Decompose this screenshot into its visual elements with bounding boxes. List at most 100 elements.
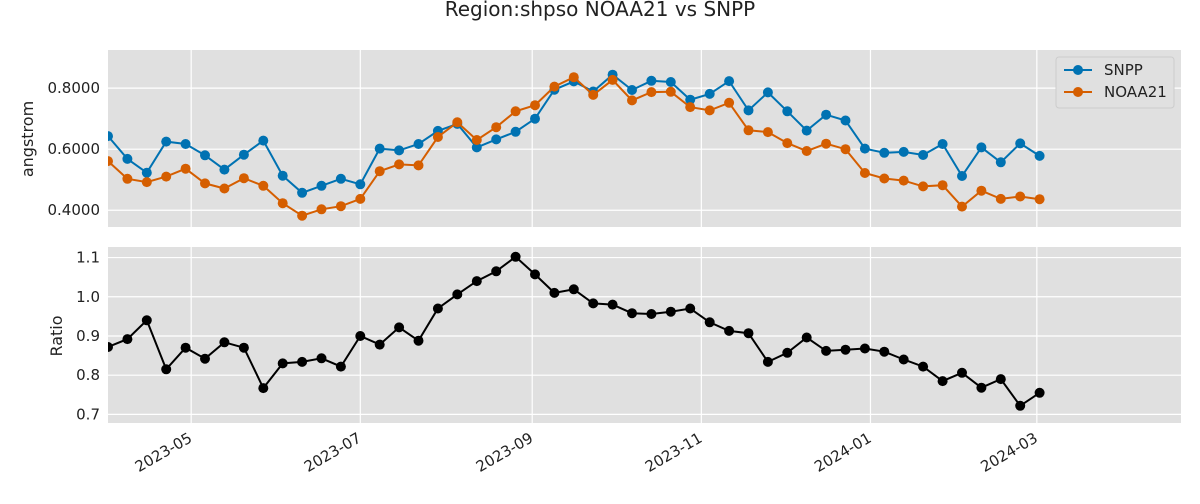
angstrom-data-point xyxy=(108,131,113,142)
ratio-data-point xyxy=(432,303,443,314)
angstrom-series xyxy=(108,69,1045,221)
ratio-data-point xyxy=(685,303,696,314)
ratio-data-point xyxy=(801,332,812,343)
angstrom-grid xyxy=(108,50,1181,227)
ratio-y-axis-label: Ratio xyxy=(47,315,66,356)
angstrom-data-point xyxy=(704,88,715,99)
ratio-data-point xyxy=(859,343,870,354)
ratio-data-point xyxy=(108,342,113,352)
ratio-data-point xyxy=(277,358,288,369)
angstrom-data-point xyxy=(957,171,967,181)
angstrom-data-point xyxy=(879,173,890,184)
ratio-y-tick-label: 1.0 xyxy=(76,288,100,306)
angstrom-data-point xyxy=(238,173,249,184)
angstrom-data-point xyxy=(510,106,521,117)
angstrom-data-point xyxy=(491,122,502,133)
ratio-data-point xyxy=(161,364,172,375)
angstrom-data-point xyxy=(1034,150,1045,161)
angstrom-data-point xyxy=(1034,194,1045,205)
angstrom-data-point xyxy=(219,164,230,175)
x-axis-ticks: 2023-05 2023-07 2023-09 2023-11 2024-01 2024-… xyxy=(132,429,1041,476)
ratio-data-point xyxy=(568,284,579,295)
legend-snpp-marker xyxy=(1073,65,1083,75)
legend-noaa21-label: NOAA21 xyxy=(1104,83,1167,101)
angstrom-data-point xyxy=(685,102,696,113)
angstrom-data-point xyxy=(122,153,133,164)
angstrom-data-point xyxy=(161,136,172,147)
angstrom-data-point xyxy=(840,144,851,155)
angstrom-data-point xyxy=(374,166,385,177)
angstrom-data-point xyxy=(413,160,424,171)
ratio-data-point xyxy=(141,315,152,326)
angstrom-data-point xyxy=(627,85,637,95)
ratio-data-point xyxy=(219,337,230,348)
angstrom-data-point xyxy=(646,87,657,98)
ratio-data-point xyxy=(879,346,890,357)
angstrom-data-point xyxy=(898,146,909,157)
ratio-data-point xyxy=(374,339,385,350)
ratio-data-point xyxy=(549,287,560,298)
angstrom-data-point xyxy=(879,147,890,158)
angstrom-data-point xyxy=(452,117,463,128)
ratio-data-point xyxy=(297,356,308,367)
ratio-data-point xyxy=(782,347,793,358)
ratio-data-point xyxy=(1015,400,1026,411)
ratio-data-point xyxy=(413,335,424,346)
ratio-plot-area xyxy=(108,247,1181,423)
ratio-y-tick-label: 0.9 xyxy=(76,327,100,345)
angstrom-data-point xyxy=(413,139,424,149)
angstrom-data-point xyxy=(898,175,909,186)
ratio-y-ticks: 0.7 0.8 0.9 1.0 1.1 xyxy=(76,249,100,424)
ratio-data-point xyxy=(607,299,618,310)
ratio-data-point xyxy=(394,322,405,333)
angstrom-data-point xyxy=(238,149,249,160)
angstrom-data-point xyxy=(180,139,191,149)
angstrom-data-point xyxy=(627,95,637,106)
angstrom-data-point xyxy=(937,139,948,149)
ratio-data-point xyxy=(510,251,521,262)
angstrom-data-point xyxy=(859,168,870,178)
angstrom-data-point xyxy=(743,125,754,136)
angstrom-data-point xyxy=(976,142,987,153)
angstrom-data-point xyxy=(258,180,269,191)
x-tick-label: 2023-11 xyxy=(642,429,705,476)
angstrom-data-point xyxy=(200,150,210,161)
angstrom-data-point xyxy=(200,178,210,189)
ratio-data-point xyxy=(821,345,832,356)
ratio-data-point xyxy=(180,342,191,353)
angstrom-data-point xyxy=(355,179,366,190)
legend-noaa21-marker xyxy=(1073,87,1083,97)
angstrom-data-point xyxy=(432,132,443,142)
angstrom-data-point xyxy=(549,81,560,92)
chart-legend: SNPP NOAA21 xyxy=(1055,56,1175,109)
angstrom-data-point xyxy=(394,145,405,156)
angstrom-y-tick-label: 0.6000 xyxy=(48,140,101,158)
angstrom-data-point xyxy=(1015,138,1026,149)
x-tick-label: 2023-05 xyxy=(132,429,195,476)
angstrom-y-tick-label: 0.4000 xyxy=(48,201,101,219)
angstrom-data-point xyxy=(335,201,346,212)
angstrom-data-point xyxy=(859,143,870,154)
ratio-data-point xyxy=(452,289,463,300)
angstrom-data-point xyxy=(724,76,735,87)
angstrom-data-point xyxy=(782,138,793,149)
angstrom-data-point xyxy=(219,183,230,194)
angstrom-data-point xyxy=(471,142,482,153)
angstrom-data-point xyxy=(665,77,676,87)
angstrom-data-point xyxy=(568,72,579,83)
angstrom-data-point xyxy=(277,170,288,181)
angstrom-data-point xyxy=(665,86,676,97)
angstrom-data-point xyxy=(685,94,696,105)
angstrom-data-point xyxy=(782,106,793,117)
ratio-data-point xyxy=(355,331,366,341)
ratio-data-point xyxy=(957,367,967,378)
ratio-data-point xyxy=(898,354,909,365)
angstrom-data-point xyxy=(335,173,346,184)
angstrom-data-point xyxy=(995,193,1006,204)
angstrom-data-point xyxy=(918,150,929,160)
ratio-data-point xyxy=(724,325,735,336)
angstrom-data-point xyxy=(588,89,599,100)
angstrom-data-point xyxy=(374,143,385,154)
angstrom-data-point xyxy=(646,75,657,86)
angstrom-data-point xyxy=(918,181,929,192)
